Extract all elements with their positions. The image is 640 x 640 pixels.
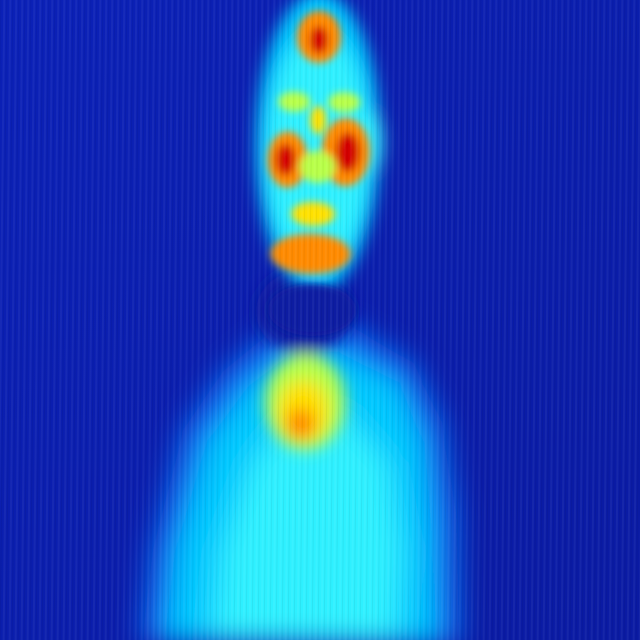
thermal-image-frame: [0, 0, 640, 640]
thermal-image: [0, 0, 640, 640]
thermal-image-canvas: [0, 0, 640, 640]
sensor-streaks: [0, 0, 640, 640]
